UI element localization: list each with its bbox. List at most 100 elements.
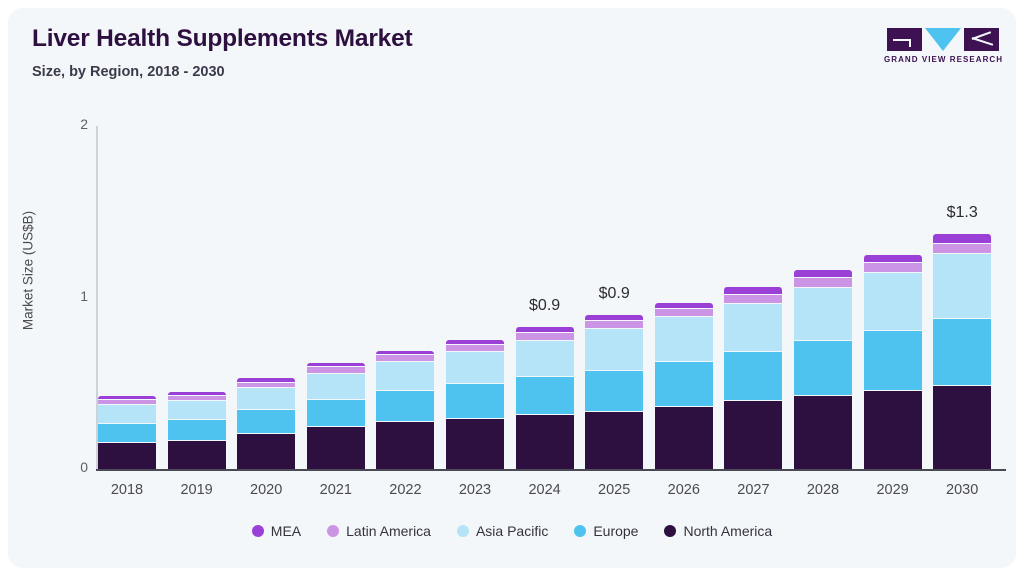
bar-segment[interactable] [167, 419, 226, 440]
bar-segment[interactable] [863, 271, 922, 331]
bar-group[interactable] [724, 126, 783, 469]
bar-segment[interactable] [98, 395, 156, 399]
bar-segment[interactable] [724, 302, 783, 351]
bar-segment[interactable] [933, 384, 992, 469]
bar-segment[interactable] [585, 319, 644, 329]
x-tick-label: 2019 [180, 482, 213, 498]
legend-item[interactable]: MEA [251, 523, 301, 539]
chart-card: Liver Health Supplements Market Size, by… [8, 8, 1016, 568]
bar-segment[interactable] [933, 242, 992, 253]
x-tick-label: 2018 [110, 482, 144, 498]
bar-value-label: $0.9 [529, 296, 561, 314]
bar-segment[interactable] [654, 405, 713, 469]
bar-segment[interactable] [654, 302, 713, 308]
bar-segment[interactable] [306, 372, 365, 399]
bar-segment[interactable] [515, 331, 574, 341]
bar-segment[interactable] [306, 362, 365, 367]
x-tick-label: 2028 [806, 482, 840, 498]
bar-segment[interactable] [446, 350, 504, 384]
bar-segment[interactable] [933, 318, 992, 385]
y-axis-line [96, 126, 98, 469]
bar-segment[interactable] [237, 386, 296, 409]
bar-series-area: $0.9 $0.9 $1.3 [98, 126, 1006, 469]
bar-segment[interactable] [167, 395, 226, 401]
legend-item[interactable]: North America [664, 523, 772, 539]
bar-stack [654, 302, 713, 469]
bar-segment[interactable] [585, 369, 644, 411]
bar-segment[interactable] [515, 414, 574, 469]
bar-segment[interactable] [167, 439, 226, 469]
bar-segment[interactable] [306, 366, 365, 373]
bar-segment[interactable] [376, 360, 435, 391]
bar-segment[interactable] [446, 340, 504, 344]
x-axis-ticks: 2018 2019 2020 2021 2022 2023 2024 2025 2026 2027… [98, 8, 1006, 568]
bar-segment[interactable] [863, 261, 922, 272]
bar-segment[interactable] [376, 390, 435, 421]
bar-segment[interactable] [446, 383, 504, 418]
bar-segment[interactable] [585, 410, 644, 469]
bar-stack [515, 326, 574, 469]
bar-segment[interactable] [237, 433, 296, 469]
bar-segment[interactable] [376, 420, 435, 469]
legend-item[interactable]: Europe [574, 523, 638, 539]
bar-segment[interactable] [654, 360, 713, 406]
bar-group[interactable]: $0.9 [515, 126, 574, 469]
bar-group[interactable] [794, 126, 852, 469]
bar-segment[interactable] [98, 398, 156, 404]
bar-segment[interactable] [933, 252, 992, 319]
bar-segment[interactable] [237, 381, 296, 387]
bar-segment[interactable] [585, 314, 644, 320]
bar-segment[interactable] [863, 330, 922, 391]
bar-segment[interactable] [98, 403, 156, 423]
bar-segment[interactable] [98, 422, 156, 442]
bar-group[interactable] [98, 126, 156, 469]
bar-segment[interactable] [654, 307, 713, 317]
bar-group[interactable] [446, 126, 504, 469]
bar-segment[interactable] [446, 343, 504, 351]
bar-group[interactable] [863, 126, 922, 469]
bar-group[interactable]: $0.9 [585, 126, 644, 469]
bar-segment[interactable] [515, 376, 574, 415]
legend-item[interactable]: Latin America [327, 523, 431, 539]
bar-segment[interactable] [376, 350, 435, 355]
bar-segment[interactable] [724, 294, 783, 303]
bar-segment[interactable] [167, 392, 226, 396]
bar-segment[interactable] [933, 234, 992, 243]
bar-segment[interactable] [446, 417, 504, 469]
bar-value-label: $0.9 [598, 284, 630, 302]
bar-group[interactable]: $1.3 [933, 126, 992, 469]
bar-group[interactable] [306, 126, 365, 469]
bar-segment[interactable] [237, 409, 296, 433]
bar-group[interactable] [376, 126, 435, 469]
bar-segment[interactable] [515, 326, 574, 332]
bar-stack [306, 362, 365, 469]
x-tick-label: 2024 [528, 482, 561, 498]
legend-color-swatch-icon [327, 525, 340, 537]
bar-segment[interactable] [724, 400, 783, 469]
bar-segment[interactable] [306, 398, 365, 427]
logo-text: GRAND VIEW RESEARCH [884, 55, 1004, 64]
bar-group[interactable] [237, 126, 296, 469]
bar-segment[interactable] [794, 287, 852, 341]
bar-segment[interactable] [306, 426, 365, 469]
bar-segment[interactable] [863, 390, 922, 469]
bar-group[interactable] [167, 126, 226, 469]
bar-segment[interactable] [794, 270, 852, 277]
bar-segment[interactable] [515, 340, 574, 377]
bar-segment[interactable] [376, 354, 435, 361]
x-tick-label: 2020 [250, 482, 283, 498]
bar-segment[interactable] [654, 316, 713, 361]
legend-item[interactable]: Asia Pacific [456, 523, 548, 539]
bar-segment[interactable] [167, 400, 226, 420]
bar-segment[interactable] [794, 276, 852, 288]
bar-segment[interactable] [794, 395, 852, 469]
bar-segment[interactable] [724, 287, 783, 295]
bar-segment[interactable] [98, 441, 156, 469]
bar-segment[interactable] [585, 328, 644, 370]
bar-group[interactable] [654, 126, 713, 469]
legend-color-swatch-icon [574, 525, 587, 537]
bar-segment[interactable] [724, 350, 783, 401]
bar-segment[interactable] [863, 254, 922, 262]
bar-segment[interactable] [237, 378, 296, 382]
bar-segment[interactable] [794, 340, 852, 396]
